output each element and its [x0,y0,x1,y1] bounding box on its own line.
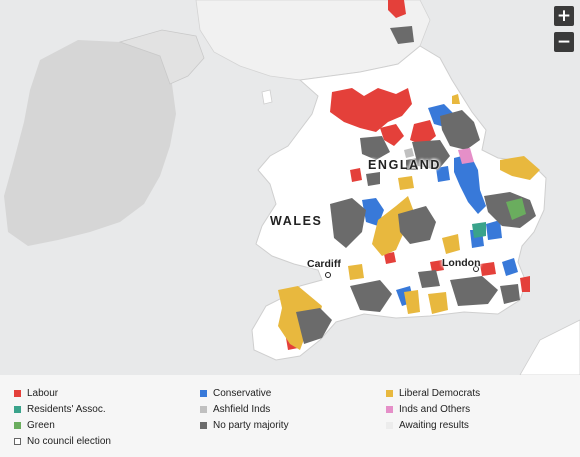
legend-item-labour: Labour [14,388,58,399]
ashfield-swatch [200,406,207,413]
legend-label: Labour [27,388,59,399]
no-majority-councils [296,26,536,344]
legend-item-awaiting-results: Awaiting results [386,420,469,431]
labour-councils [286,0,530,350]
legend-item-liberal-democrats: Liberal Democrats [386,388,480,399]
inds-and-others-councils [458,148,474,164]
lib-dem-swatch [386,390,393,397]
conservative-swatch [200,390,207,397]
inds-others-swatch [386,406,393,413]
green-councils [506,198,526,220]
london-label: London [442,257,481,269]
legend-label: No council election [27,436,111,447]
legend-item-inds-and-others: Inds and Others [386,404,470,415]
map-legend: Labour Conservative Liberal Democrats Re… [0,375,580,457]
legend-label: Green [27,420,55,431]
no-majority-swatch [200,422,207,429]
labour-swatch [14,390,21,397]
legend-item-residents-assoc: Residents' Assoc. [14,404,106,415]
wales-label: WALES [270,214,323,228]
england-label: ENGLAND [368,158,442,172]
green-swatch [14,422,21,429]
awaiting-swatch [386,422,393,429]
legend-item-conservative: Conservative [200,388,271,399]
legend-label: Conservative [213,388,272,399]
london-marker [473,266,479,272]
ireland-landmass [4,40,176,246]
legend-label: No party majority [213,420,289,431]
ashfield-councils [404,148,414,158]
legend-label: Liberal Democrats [399,388,481,399]
isle-of-man [261,89,273,105]
cardiff-marker [325,272,331,278]
residents-swatch [14,406,21,413]
legend-item-no-party-majority: No party majority [200,420,289,431]
legend-item-no-council-election: No council election [14,436,111,447]
legend-item-ashfield-inds: Ashfield Inds [200,404,270,415]
map-canvas[interactable] [0,0,580,375]
northern-ireland-landmass [118,29,205,85]
legend-label: Ashfield Inds [213,404,271,415]
legend-label: Awaiting results [399,420,469,431]
no-election-swatch [14,438,21,445]
results-map[interactable]: ENGLAND WALES Cardiff London + − [0,0,580,375]
zoom-in-button[interactable]: + [554,6,574,26]
zoom-out-button[interactable]: − [554,32,574,52]
cardiff-label: Cardiff [307,258,341,270]
france-landmass [519,319,580,375]
legend-label: Residents' Assoc. [27,404,106,415]
residents-assoc-councils [472,222,486,238]
legend-item-green: Green [14,420,55,431]
legend-label: Inds and Others [399,404,471,415]
